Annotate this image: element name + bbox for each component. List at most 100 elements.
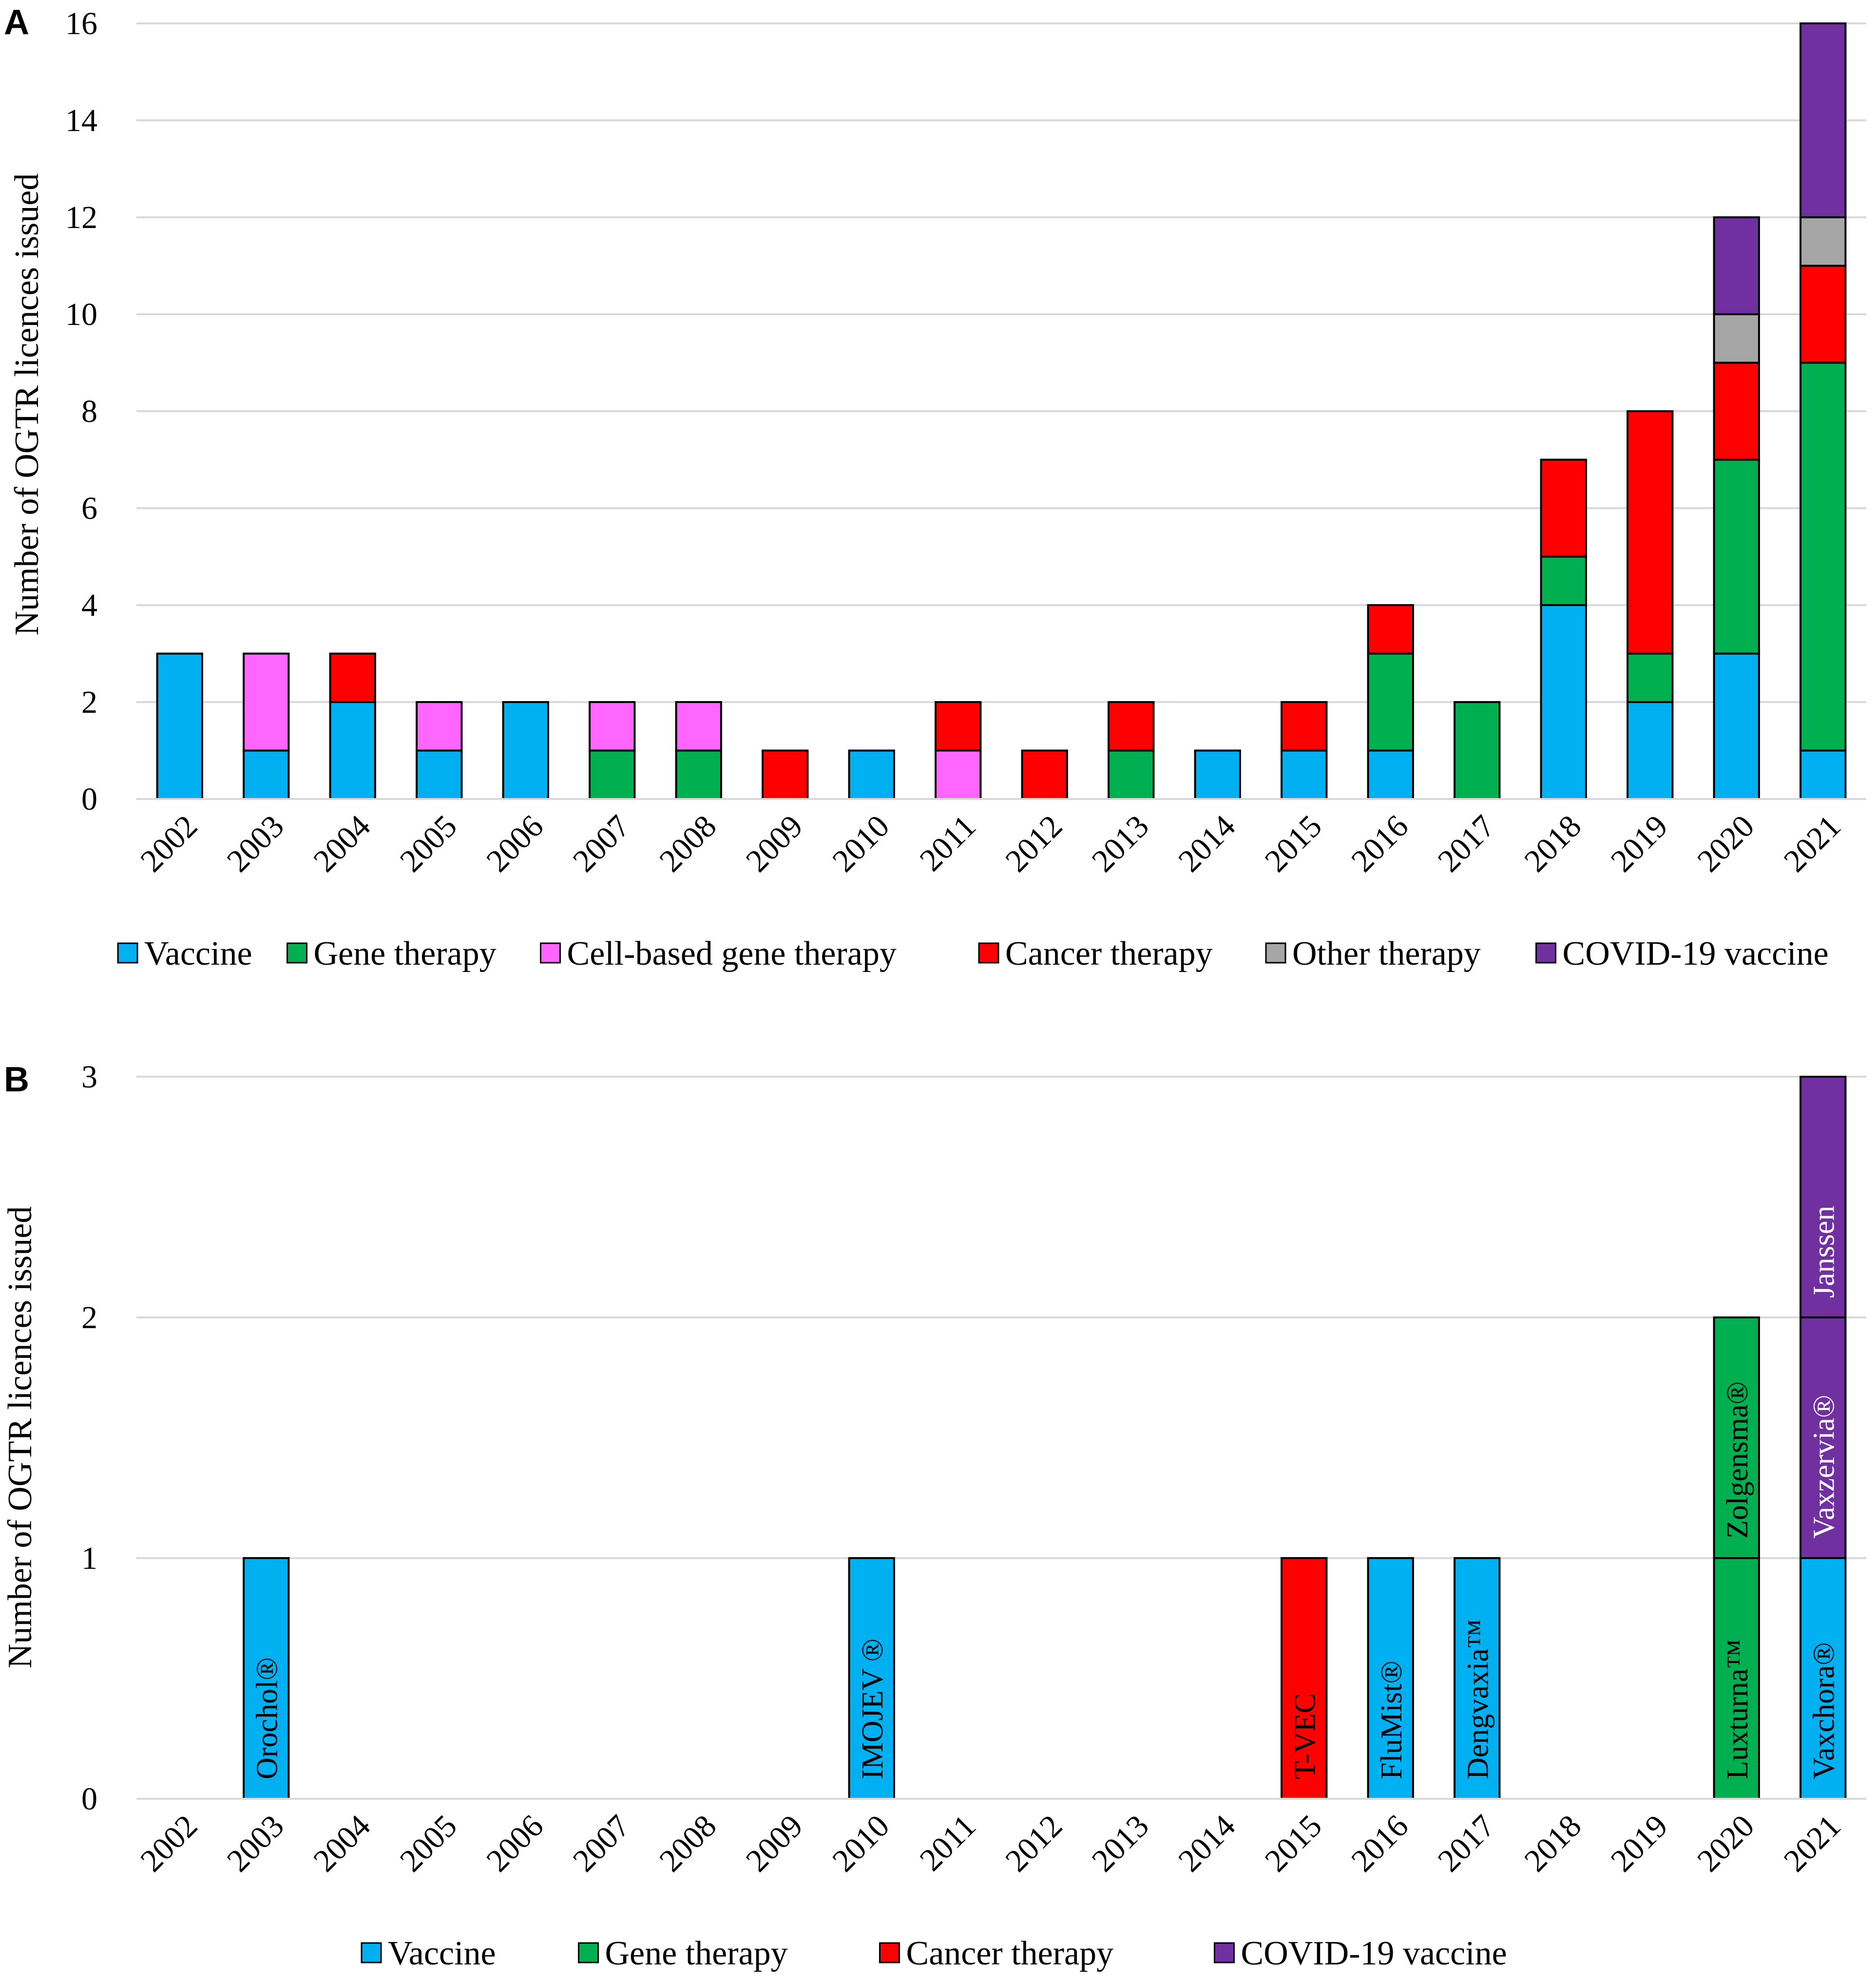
x-tick-b-2007: 2007 [566, 1808, 637, 1879]
legend-a-swatch-other-therapy [1265, 942, 1286, 964]
legend-b-swatch-gene-therapy [578, 1942, 599, 1963]
y-tick-a-12: 12 [65, 200, 97, 235]
bar-label-dengvaxia: Dengvaxia™ [1461, 1619, 1494, 1779]
legend-a-swatch-covid-19-vaccine [1535, 942, 1556, 964]
bar-b-2016-flumist [1367, 1557, 1414, 1800]
bar-b-2010-imojev [848, 1557, 895, 1800]
x-tick-b-2021: 2021 [1777, 1808, 1848, 1879]
legend-a-label-other-therapy: Other therapy [1292, 935, 1481, 972]
x-tick-a-2016: 2016 [1344, 808, 1415, 879]
bar-a-2019-cancer-therapy [1627, 410, 1674, 655]
bar-a-2007-gene-therapy [589, 749, 636, 800]
x-tick-a-2002: 2002 [134, 808, 204, 879]
x-tick-a-2013: 2013 [1085, 808, 1156, 879]
legend-a-label-gene-therapy: Gene therapy [314, 935, 497, 972]
x-tick-a-2004: 2004 [306, 808, 377, 879]
legend-b-label-vaccine: Vaccine [388, 1935, 496, 1972]
x-tick-a-2018: 2018 [1517, 808, 1588, 879]
panel-a-letter: A [4, 3, 29, 42]
x-tick-b-2018: 2018 [1517, 1808, 1588, 1879]
bar-a-2020-cancer-therapy [1713, 362, 1760, 461]
x-tick-a-2012: 2012 [998, 808, 1069, 879]
y-tick-a-2: 2 [81, 685, 97, 720]
x-tick-a-2017: 2017 [1431, 808, 1502, 879]
bar-label-zolgensma: Zolgensma® [1721, 1381, 1754, 1539]
bar-a-2018-cancer-therapy [1540, 458, 1587, 558]
bar-a-2021-cancer-therapy [1799, 265, 1847, 364]
x-tick-a-2006: 2006 [479, 808, 550, 879]
bar-a-2017-gene-therapy [1454, 701, 1501, 800]
x-tick-b-2017: 2017 [1431, 1808, 1502, 1879]
x-tick-b-2011: 2011 [913, 1808, 983, 1878]
legend-a-label-vaccine: Vaccine [144, 935, 252, 972]
panel-a-chart: A Number of OGTR licences issued 0 2 4 6 8 10… [4, 3, 1866, 972]
y-tick-b-2: 2 [81, 1300, 97, 1335]
y-tick-b-1: 1 [81, 1541, 97, 1576]
panel-b-chart: B Number of OGTR licences issued 0 1 2 3 200… [1, 1059, 1866, 1972]
legend-a-label-cell-based-gene-therapy: Cell-based gene therapy [567, 935, 897, 972]
legend-a-swatch-vaccine [117, 942, 138, 964]
legend-a-swatch-cancer-therapy [978, 942, 999, 964]
x-tick-b-2020: 2020 [1690, 1808, 1761, 1879]
panel-b-y-axis-label: Number of OGTR licences issued [1, 1206, 39, 1669]
bar-a-2016-vaccine [1367, 749, 1414, 800]
x-tick-b-2019: 2019 [1604, 1808, 1675, 1879]
x-tick-b-2013: 2013 [1085, 1808, 1156, 1879]
x-tick-b-2006: 2006 [479, 1808, 550, 1879]
bar-a-2020-other-therapy [1713, 313, 1760, 364]
x-tick-a-2019: 2019 [1604, 808, 1675, 879]
bar-label-vaxchora: Vaxchora® [1807, 1642, 1840, 1779]
legend-a-label-cancer-therapy: Cancer therapy [1005, 935, 1213, 972]
bar-a-2003-vaccine [243, 749, 290, 800]
x-tick-a-2009: 2009 [739, 808, 810, 879]
y-tick-a-4: 4 [81, 588, 97, 623]
bar-a-2015-vaccine [1281, 749, 1328, 800]
y-tick-a-8: 8 [81, 394, 97, 429]
x-tick-b-2005: 2005 [393, 1808, 464, 1879]
y-tick-a-0: 0 [81, 781, 97, 817]
bar-label-luxturna: Luxturna™ [1721, 1639, 1754, 1779]
bar-b-2020-zolgensma [1713, 1316, 1760, 1559]
bar-a-2002-vaccine [156, 652, 203, 800]
bar-a-2011-cell-based-gene-therapy [935, 749, 982, 800]
legend-b-label-covid-19-vaccine: COVID-19 vaccine [1241, 1935, 1507, 1972]
x-tick-a-2010: 2010 [825, 808, 896, 879]
y-tick-b-0: 0 [81, 1781, 97, 1817]
bar-a-2008-cell-based-gene-therapy [675, 701, 722, 752]
bar-a-2005-cell-based-gene-therapy [416, 701, 463, 752]
bar-a-2004-cancer-therapy [329, 652, 376, 703]
bar-a-2021-other-therapy [1799, 216, 1847, 267]
bar-a-2020-gene-therapy [1713, 458, 1760, 655]
bar-a-2013-gene-therapy [1108, 749, 1155, 800]
bar-a-2007-cell-based-gene-therapy [589, 701, 636, 752]
bar-a-2006-vaccine [502, 701, 549, 800]
legend-b-swatch-covid-19-vaccine [1214, 1942, 1235, 1963]
bar-a-2018-vaccine [1540, 604, 1587, 800]
x-tick-b-2015: 2015 [1258, 1808, 1329, 1879]
y-tick-a-14: 14 [65, 103, 97, 138]
x-tick-b-2014: 2014 [1171, 1808, 1242, 1879]
x-tick-b-2016: 2016 [1344, 1808, 1415, 1879]
bar-b-2021-janssen [1799, 1076, 1847, 1318]
x-tick-a-2008: 2008 [652, 808, 723, 879]
bar-label-janssen: Janssen [1807, 1206, 1840, 1298]
legend-b-swatch-vaccine [361, 1942, 382, 1963]
panel-a-y-axis-label: Number of OGTR licences issued [8, 173, 46, 636]
bar-a-2021-gene-therapy [1799, 362, 1847, 752]
bar-a-2020-vaccine [1713, 652, 1760, 800]
x-tick-a-2014: 2014 [1171, 808, 1242, 879]
bar-a-2020-covid-19-vaccine [1713, 216, 1760, 315]
bar-label-vaxzervia: Vaxzervia® [1807, 1395, 1840, 1539]
legend-a-label-covid-19-vaccine: COVID-19 vaccine [1563, 935, 1829, 972]
bar-a-2004-vaccine [329, 701, 376, 800]
bar-a-2011-cancer-therapy [935, 701, 982, 752]
legend-a-swatch-cell-based-gene-therapy [540, 942, 561, 964]
bar-a-2008-gene-therapy [675, 749, 722, 800]
x-tick-a-2021: 2021 [1777, 808, 1848, 879]
x-tick-b-2002: 2002 [134, 1808, 204, 1879]
legend-b-label-cancer-therapy: Cancer therapy [906, 1935, 1114, 1972]
bar-label-orochol: Orochol® [250, 1657, 284, 1779]
y-tick-a-6: 6 [81, 491, 97, 526]
bar-a-2009-cancer-therapy [762, 749, 809, 800]
